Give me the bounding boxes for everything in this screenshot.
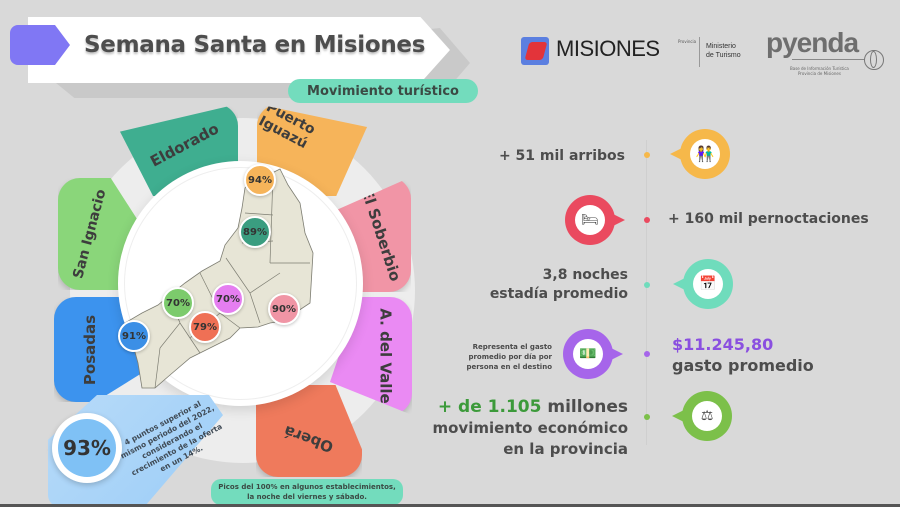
pct-el-soberbio: 90% [268, 293, 300, 325]
pct-eldorado: 89% [239, 216, 271, 248]
page-title: Semana Santa en Misiones [84, 32, 426, 58]
dot-economico [644, 414, 650, 420]
picos-note: Picos del 100% en algunos establecimient… [211, 479, 403, 505]
stat-estadia-line1: 3,8 noches [542, 267, 628, 283]
misiones-logo-text: MISIONES [556, 36, 660, 61]
gasto-note-line2: promedio por día por [468, 353, 552, 361]
pct-san-ignacio: 70% [162, 287, 194, 319]
bubble-economico: ⚖ [672, 391, 732, 441]
economico-value: + de 1.105 [437, 397, 542, 417]
ministerio-line1: Ministerio [706, 43, 736, 50]
stat-economico: + de 1.105 millones movimiento económico… [433, 397, 629, 460]
pyenda-logo-text: pyenda [766, 27, 859, 58]
gasto-note-line1: Representa el gasto [472, 343, 552, 351]
economico-line1: + de 1.105 millones [433, 397, 628, 418]
economico-line2: movimiento económico [432, 419, 629, 437]
ministerio-line2: de Turismo [706, 52, 741, 59]
dot-arribos [644, 152, 650, 158]
economico-line3: en la provincia [503, 440, 628, 458]
pyenda-sub-line1: Base de Información Turística [790, 66, 849, 71]
logo-divider [699, 37, 700, 67]
misiones-map [120, 168, 314, 389]
ministerio-label: Ministerio de Turismo [706, 42, 741, 60]
timeline-line [646, 140, 647, 445]
pct-obera: 79% [189, 311, 221, 343]
travelers-icon: 👫 [695, 145, 715, 163]
pyenda-subtitle: Base de Información Turística Provincia … [790, 66, 849, 76]
gasto-note: Representa el gasto promedio por día por… [466, 342, 552, 372]
label-posadas: Posadas [80, 314, 99, 385]
misiones-logo-sup: Provincia [678, 39, 697, 44]
wallet-phone-icon: 💵 [579, 346, 597, 362]
map-circle-ring [124, 167, 357, 400]
dot-pernoctaciones [644, 217, 650, 223]
pct-a-del-valle: 70% [212, 283, 244, 315]
stat-estadia-line2: estadía promedio [489, 286, 628, 302]
bubble-estadia: 📅 [673, 259, 733, 309]
hotel-room-icon: 🛏 [581, 212, 599, 228]
gasto-label: gasto promedio [672, 356, 814, 375]
pct-puerto-iguazu: 94% [244, 164, 276, 196]
dot-estadia [644, 282, 650, 288]
picos-line2: la noche del viernes y sábado. [247, 493, 367, 501]
gasto-note-line3: persona en el destino [466, 363, 552, 371]
overall-pct: 93% [58, 419, 116, 477]
label-san-ignacio: San Ignacio [69, 187, 110, 281]
pct-posadas: 91% [118, 320, 150, 352]
stat-estadia: 3,8 noches estadía promedio [490, 266, 628, 304]
label-a-del-valle: A. del Valle [377, 308, 396, 404]
pyenda-sub-line2: Provincia de Misiones [797, 71, 841, 76]
pyenda-line [792, 59, 864, 60]
stat-pernoctaciones: + 160 mil pernoctaciones [668, 211, 869, 227]
calendar-check-icon: 📅 [699, 276, 717, 292]
misiones-logo-icon [521, 37, 549, 65]
bubble-gasto: 💵 [563, 329, 623, 379]
globe-icon [864, 50, 884, 70]
gasto-value: $11.245,80 [672, 335, 774, 354]
balance-scale-icon: ⚖ [700, 408, 714, 424]
bubble-pernoctaciones: 🛏 [565, 195, 625, 245]
bottom-bar [0, 504, 900, 507]
bubble-arribos: 👫 [670, 129, 730, 179]
subtitle-badge: Movimiento turístico [288, 79, 478, 103]
title-banner [28, 17, 450, 83]
economico-unit: millones [541, 397, 628, 417]
stat-arribos: + 51 mil arribos [498, 148, 625, 164]
dot-gasto [644, 351, 650, 357]
label-obera: Oberá [281, 421, 337, 456]
picos-line1: Picos del 100% en algunos establecimient… [218, 483, 396, 491]
stat-gasto: $11.245,80 gasto promedio [672, 334, 814, 376]
